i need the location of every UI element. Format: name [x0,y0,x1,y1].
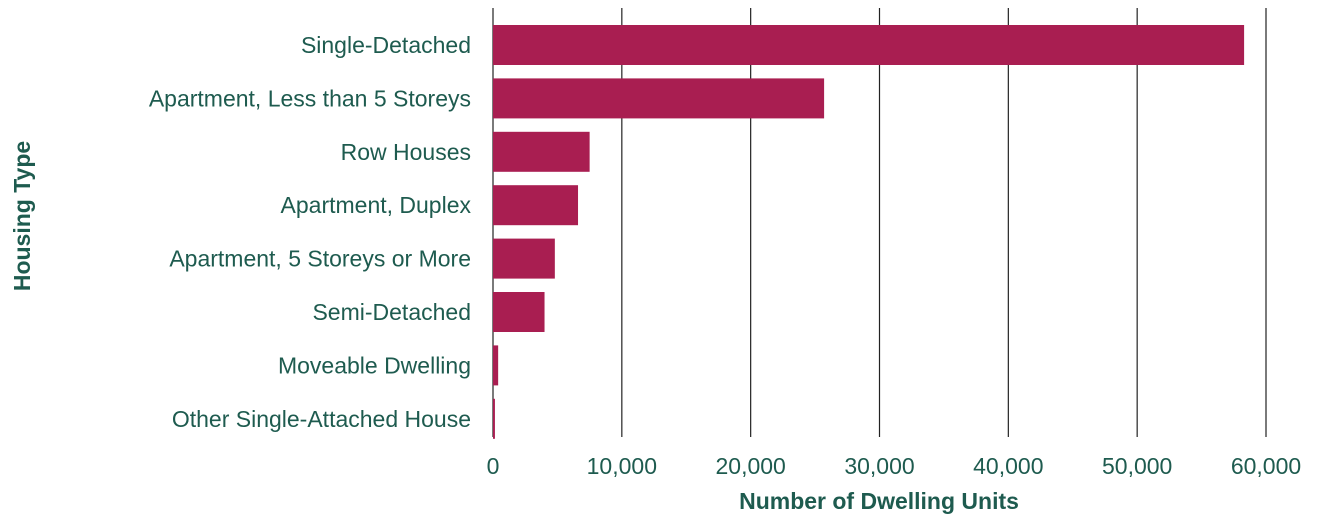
x-tick-labels: 0 10,000 20,000 30,000 40,000 50,000 60,000 [487,453,1302,479]
bar [493,398,495,439]
bar [493,78,825,119]
category-label: Apartment, 5 Storeys or More [169,246,471,272]
category-label: Semi-Detached [312,299,471,325]
x-tick-label: 60,000 [1231,453,1301,479]
bar [493,25,1245,65]
x-tick-label: 0 [487,453,500,479]
x-tick-label: 40,000 [973,453,1043,479]
bar [493,345,499,386]
category-label: Moveable Dwelling [278,352,471,378]
gridlines [492,8,1267,437]
category-label: Apartment, Less than 5 Storeys [149,85,471,111]
bar [493,185,579,226]
x-axis-title: Number of Dwelling Units [739,488,1019,514]
category-label: Apartment, Duplex [281,192,472,218]
x-tick-label: 20,000 [715,453,785,479]
category-labels: Single-Detached Apartment, Less than 5 St… [149,32,472,432]
bar [493,292,545,332]
category-label: Single-Detached [301,32,471,58]
x-tick-label: 50,000 [1102,453,1172,479]
bars [493,25,1245,439]
y-axis-title: Housing Type [9,141,35,291]
bar [493,131,590,172]
x-tick-label: 30,000 [844,453,914,479]
bar [493,238,555,279]
category-label: Other Single-Attached House [172,406,471,432]
category-label: Row Houses [341,139,471,165]
x-tick-label: 10,000 [587,453,657,479]
